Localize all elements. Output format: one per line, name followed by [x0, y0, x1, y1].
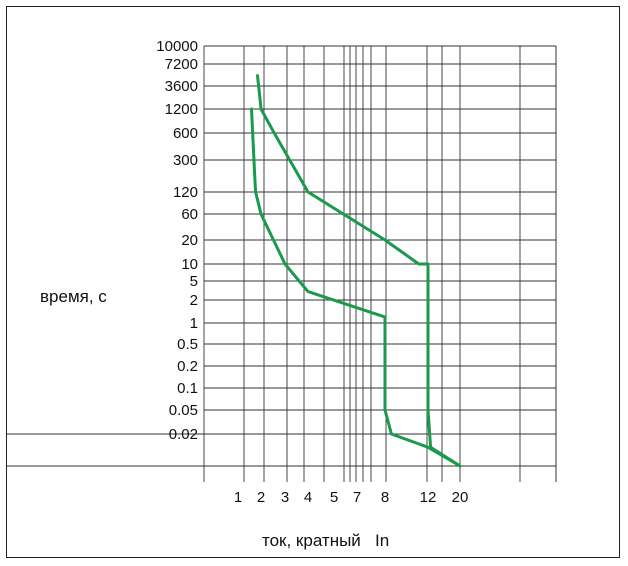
x-tick-label: 5 [330, 489, 338, 506]
y-tick-label: 300 [173, 152, 198, 169]
x-tick-label: 3 [281, 489, 289, 506]
trip-curve-2 [256, 74, 462, 468]
y-tick-label: 1 [190, 315, 198, 332]
y-tick-label: 0.05 [169, 402, 198, 419]
y-tick-label: 1200 [165, 101, 198, 118]
x-tick-label: 1 [234, 489, 242, 506]
y-tick-label: 0.1 [177, 380, 198, 397]
y-tick-label: 20 [181, 232, 198, 249]
x-tick-label: 8 [381, 489, 389, 506]
trip-curve-1 [250, 107, 462, 468]
x-tick-label: 2 [257, 489, 265, 506]
y-tick-label: 600 [173, 125, 198, 142]
y-tick-label: 0.02 [169, 426, 198, 443]
x-axis-ticks: 1 2 3 4 5 7 8 12 20 [234, 489, 469, 506]
y-tick-label: 10 [181, 256, 198, 273]
y-tick-label: 60 [181, 206, 198, 223]
x-axis-title: ток, кратный In [262, 531, 389, 550]
y-tick-label: 7200 [165, 56, 198, 73]
y-tick-label: 2 [190, 292, 198, 309]
y-tick-label: 0.2 [177, 358, 198, 375]
x-tick-label: 7 [353, 489, 361, 506]
y-tick-label: 5 [190, 273, 198, 290]
y-tick-label: 3600 [165, 78, 198, 95]
trip-curves [250, 74, 462, 468]
y-tick-label: 10000 [156, 38, 198, 55]
chart-grid [6, 45, 557, 482]
x-tick-label: 12 [420, 489, 437, 506]
y-axis-title: время, с [40, 287, 107, 306]
y-tick-label: 120 [173, 184, 198, 201]
y-tick-label: 0.5 [177, 336, 198, 353]
x-tick-label: 4 [304, 489, 312, 506]
x-tick-label: 20 [452, 489, 469, 506]
